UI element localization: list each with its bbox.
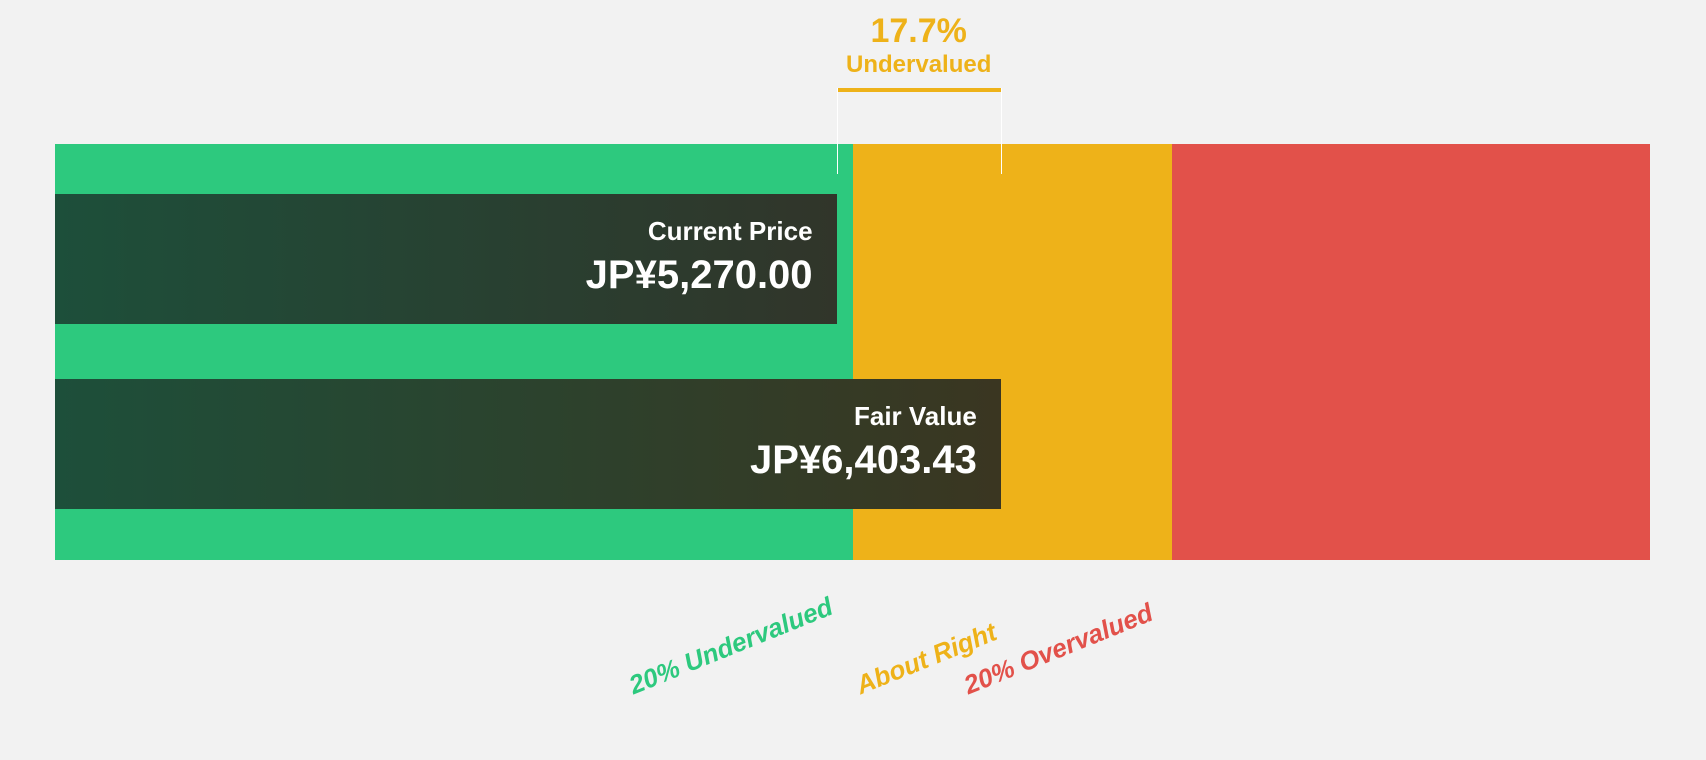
valuation-chart: Current Price JP¥5,270.00 Fair Value JP¥6,4… [0, 0, 1706, 760]
callout-bracket-line [837, 88, 1001, 92]
bar-fair_value: Fair Value JP¥6,403.43 [55, 379, 1001, 509]
chart-area: Current Price JP¥5,270.00 Fair Value JP¥6,4… [55, 144, 1650, 560]
callout-bracket-tick-left [837, 88, 838, 174]
bar-label-value-current_price: JP¥5,270.00 [586, 253, 813, 298]
axis-label-0: 20% Undervalued [624, 591, 837, 701]
valuation-callout-percent: 17.7% [807, 13, 1031, 50]
zone-overvalued [1172, 144, 1651, 560]
bar-label-fair_value: Fair Value JP¥6,403.43 [750, 401, 977, 483]
bar-label-title-fair_value: Fair Value [750, 401, 977, 432]
bar-label-title-current_price: Current Price [586, 216, 813, 247]
valuation-callout-word: Undervalued [807, 50, 1031, 80]
bar-label-value-fair_value: JP¥6,403.43 [750, 438, 977, 483]
bar-label-current_price: Current Price JP¥5,270.00 [586, 216, 813, 298]
callout-bracket-tick-right [1001, 88, 1002, 174]
bar-current_price: Current Price JP¥5,270.00 [55, 194, 837, 324]
valuation-callout: 17.7%Undervalued [807, 13, 1031, 80]
